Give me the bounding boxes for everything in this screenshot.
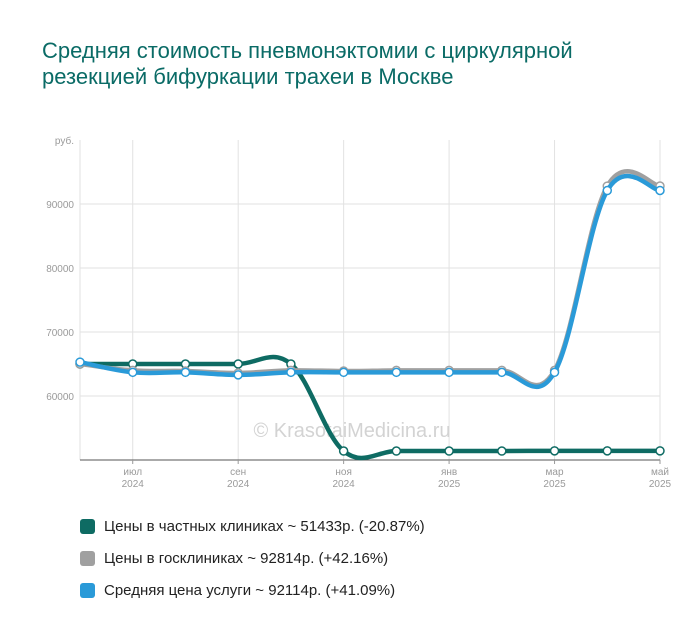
data-point <box>180 367 191 378</box>
data-point <box>338 446 349 456</box>
data-point <box>549 446 560 456</box>
y-axis: 60000 70000 80000 90000 руб. <box>46 135 74 403</box>
x-tick-label: мар <box>546 467 564 478</box>
x-tick-year: 2025 <box>649 479 672 490</box>
legend-swatch-average <box>80 582 95 598</box>
series-line <box>77 169 663 388</box>
y-tick-label: 80000 <box>46 264 74 275</box>
data-point <box>655 185 665 196</box>
x-tick-year: 2024 <box>122 479 145 490</box>
x-tick-year: 2025 <box>438 479 461 490</box>
data-point <box>391 446 402 456</box>
data-point <box>233 370 243 380</box>
legend: Цены в частных клиниках ~ 51433р. (-20.8… <box>80 510 425 606</box>
series-line <box>77 173 663 389</box>
watermark: © KrasotaiMedicina.ru <box>253 420 450 442</box>
data-point <box>75 357 85 367</box>
legend-swatch-private <box>80 518 95 534</box>
y-tick-label: 70000 <box>46 328 74 339</box>
legend-swatch-public <box>80 550 95 566</box>
grid <box>79 140 661 461</box>
y-tick-label: 90000 <box>46 200 74 211</box>
x-tick-label: май <box>651 467 669 478</box>
legend-label-public: Цены в госклиниках ~ 92814р. (+42.16%) <box>104 549 389 567</box>
x-tick-year: 2025 <box>543 479 566 490</box>
x-tick-label: ноя <box>335 467 352 478</box>
x-tick-label: июл <box>123 467 142 478</box>
series-0 <box>75 354 665 461</box>
data-point <box>497 367 507 378</box>
series-1 <box>75 169 665 388</box>
series-2 <box>75 173 665 389</box>
y-unit-label: руб. <box>55 135 74 147</box>
x-tick-year: 2024 <box>227 479 250 490</box>
series-layer <box>75 169 665 461</box>
legend-item-private[interactable]: Цены в частных клиниках ~ 51433р. (-20.8… <box>80 510 425 542</box>
data-point <box>497 446 507 456</box>
data-point <box>444 367 454 378</box>
data-point <box>286 367 296 378</box>
data-point <box>602 446 613 456</box>
legend-item-public[interactable]: Цены в госклиниках ~ 92814р. (+42.16%) <box>80 542 425 574</box>
data-point <box>602 185 613 196</box>
data-point <box>655 446 665 456</box>
data-point <box>444 446 454 456</box>
data-point <box>127 367 138 378</box>
chart-title: Средняя стоимость пневмонэктомии с цирку… <box>42 38 573 89</box>
legend-item-average[interactable]: Средняя цена услуги ~ 92114р. (+41.09%) <box>80 574 425 606</box>
legend-label-private: Цены в частных клиниках ~ 51433р. (-20.8… <box>104 517 425 535</box>
data-point <box>338 367 349 378</box>
data-point <box>549 367 560 378</box>
x-tick-year: 2024 <box>333 479 356 490</box>
x-tick-label: сен <box>230 467 246 478</box>
x-axis: июл2024сен2024ноя2024янв2025мар2025май20… <box>122 460 672 490</box>
data-point <box>233 359 243 369</box>
y-tick-label: 60000 <box>46 392 74 403</box>
legend-label-average: Средняя цена услуги ~ 92114р. (+41.09%) <box>104 581 396 599</box>
data-point <box>391 367 402 378</box>
x-tick-label: янв <box>441 467 457 478</box>
